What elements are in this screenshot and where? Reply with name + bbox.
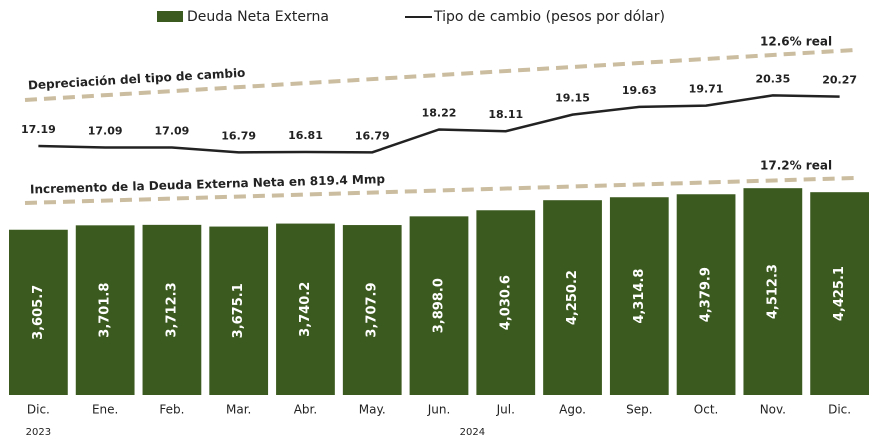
bar: [9, 229, 68, 395]
x-tick-label: Ago.: [559, 403, 586, 417]
x-tick-label: Dic.: [27, 403, 50, 417]
bar-value-label: 3,707.9: [365, 282, 380, 337]
annotation-arrow: [24, 48, 856, 102]
bar: [676, 194, 736, 395]
bar-value-label: 3,605.7: [31, 285, 46, 340]
line-value-label: 20.27: [822, 74, 857, 87]
x-tick-label: Abr.: [294, 403, 317, 417]
line-value-label: 18.11: [488, 108, 523, 121]
bar: [810, 192, 869, 395]
legend-label: Tipo de cambio (pesos por dólar): [433, 9, 665, 25]
x-tick-label: Oct.: [694, 403, 719, 417]
legend-label: Deuda Neta Externa: [187, 9, 329, 25]
annotation: 12.6% real: [760, 35, 832, 49]
line-value-label: 18.22: [422, 106, 457, 119]
bar-value-label: 4,314.8: [632, 269, 647, 324]
bar-value-label: 3,701.8: [98, 283, 113, 338]
year-label: 2024: [460, 427, 485, 438]
bar: [75, 225, 135, 395]
line-value-label: 19.71: [689, 83, 724, 96]
x-tick-label: Nov.: [760, 403, 786, 417]
line-value-label: 19.15: [555, 92, 590, 105]
x-tick-label: Jun.: [427, 403, 451, 417]
x-tick-label: May.: [359, 403, 386, 417]
bar-value-label: 3,712.3: [164, 282, 179, 337]
bar-value-label: 4,379.9: [699, 267, 714, 322]
bar: [743, 188, 803, 395]
bar-value-label: 3,898.0: [432, 278, 447, 333]
line-value-label: 17.09: [155, 125, 190, 138]
legend-swatch-bar: [157, 11, 183, 22]
line-value-label: 20.35: [755, 72, 790, 85]
bar: [142, 224, 202, 395]
line-value-label: 17.09: [88, 125, 123, 138]
bar-value-label: 4,512.3: [765, 264, 780, 319]
x-tick-label: Mar.: [226, 403, 251, 417]
x-tick-label: Dic.: [828, 403, 851, 417]
x-tick-label: Jul.: [496, 403, 515, 417]
line-value-label: 16.79: [355, 129, 390, 142]
bar: [209, 226, 269, 395]
annotation: Depreciación del tipo de cambio: [28, 66, 246, 93]
bar: [342, 225, 402, 395]
x-tick-label: Ene.: [92, 403, 118, 417]
annotation: 17.2% real: [760, 159, 832, 173]
bar: [609, 197, 669, 395]
line-value-label: 17.19: [21, 123, 56, 136]
bar-value-label: 4,030.6: [498, 275, 513, 330]
line-value-label: 16.79: [221, 129, 256, 142]
bar: [276, 223, 335, 395]
bar: [409, 216, 469, 395]
year-label: 2023: [26, 427, 51, 438]
line: [38, 94, 840, 154]
bar: [476, 210, 536, 395]
x-tick-label: Feb.: [159, 403, 184, 417]
line-value-label: 19.63: [622, 84, 657, 97]
annotation-arrow: [24, 176, 856, 205]
x-tick-label: Sep.: [626, 403, 652, 417]
bar-value-label: 4,250.2: [565, 270, 580, 325]
line-value-label: 16.81: [288, 129, 323, 142]
bar-value-label: 3,675.1: [231, 283, 246, 338]
bar-value-label: 3,740.2: [298, 282, 313, 337]
bar: [543, 200, 602, 395]
bar-value-label: 4,425.1: [832, 266, 847, 321]
